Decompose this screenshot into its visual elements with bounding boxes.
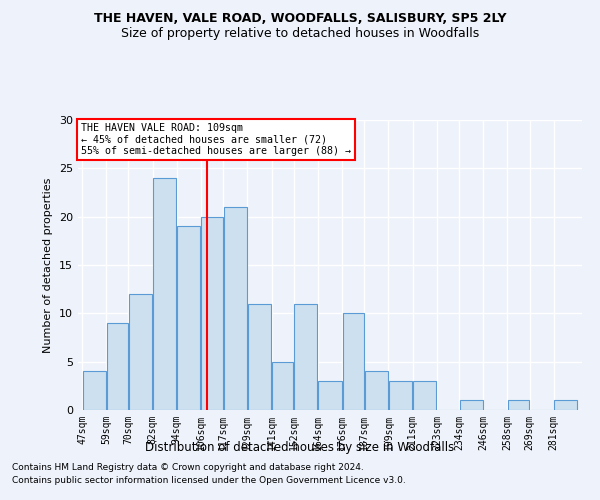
Y-axis label: Number of detached properties: Number of detached properties: [43, 178, 53, 352]
Bar: [83, 372, 106, 410]
Bar: [343, 314, 364, 410]
Bar: [508, 400, 529, 410]
Bar: [554, 400, 577, 410]
Bar: [153, 178, 176, 410]
Text: THE HAVEN VALE ROAD: 109sqm
← 45% of detached houses are smaller (72)
55% of sem: THE HAVEN VALE ROAD: 109sqm ← 45% of det…: [80, 123, 350, 156]
Bar: [294, 304, 317, 410]
Bar: [129, 294, 152, 410]
Bar: [177, 226, 200, 410]
Bar: [224, 207, 247, 410]
Bar: [319, 381, 341, 410]
Bar: [413, 381, 436, 410]
Bar: [460, 400, 483, 410]
Bar: [248, 304, 271, 410]
Text: Distribution of detached houses by size in Woodfalls: Distribution of detached houses by size …: [145, 441, 455, 454]
Bar: [272, 362, 293, 410]
Bar: [202, 216, 223, 410]
Text: Size of property relative to detached houses in Woodfalls: Size of property relative to detached ho…: [121, 28, 479, 40]
Text: THE HAVEN, VALE ROAD, WOODFALLS, SALISBURY, SP5 2LY: THE HAVEN, VALE ROAD, WOODFALLS, SALISBU…: [94, 12, 506, 26]
Text: Contains public sector information licensed under the Open Government Licence v3: Contains public sector information licen…: [12, 476, 406, 485]
Bar: [365, 372, 388, 410]
Bar: [389, 381, 412, 410]
Text: Contains HM Land Registry data © Crown copyright and database right 2024.: Contains HM Land Registry data © Crown c…: [12, 464, 364, 472]
Bar: [107, 323, 128, 410]
